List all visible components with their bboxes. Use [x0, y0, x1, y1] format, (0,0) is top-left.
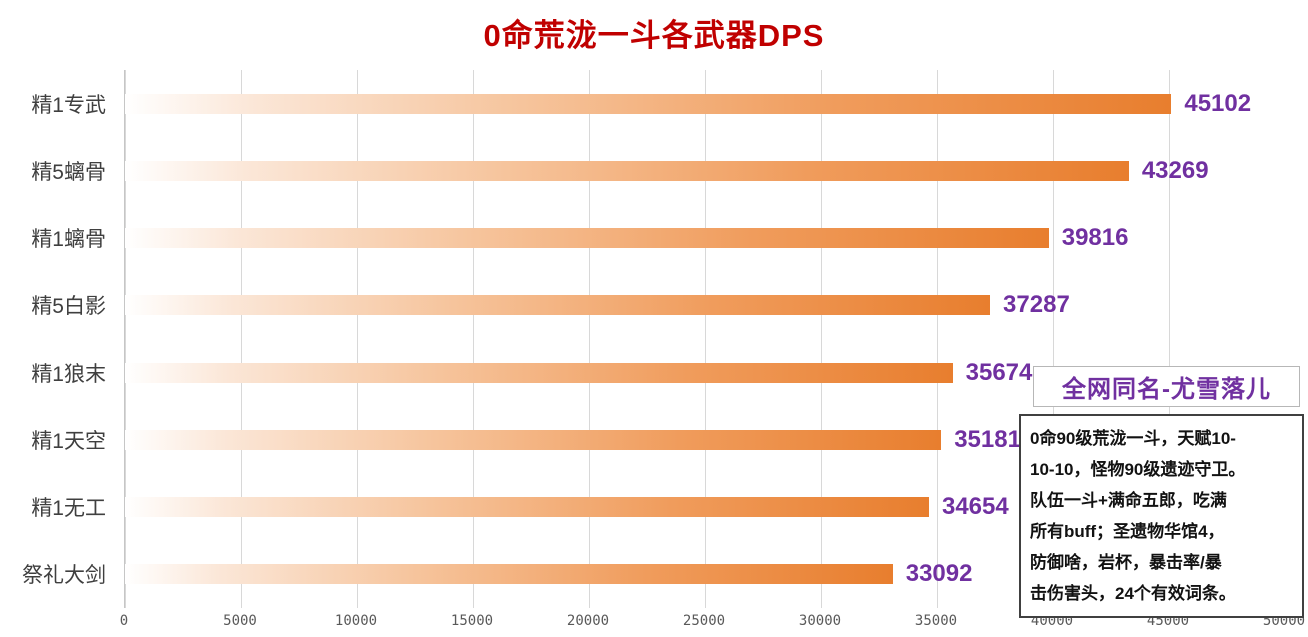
- category-label: 精1天空: [31, 429, 106, 453]
- category-label: 精1螭骨: [31, 228, 106, 252]
- category-label: 精5螭骨: [31, 160, 106, 184]
- x-tick-label: 15000: [450, 613, 494, 629]
- bar-row: 43269: [125, 137, 1285, 204]
- dps-bar: [125, 362, 953, 383]
- dps-bar: [125, 93, 1172, 114]
- value-label: 35674: [965, 358, 1033, 386]
- bar-row: 33092: [125, 541, 1285, 608]
- bar-row: 35181: [125, 406, 1285, 473]
- value-label: 37287: [1003, 291, 1070, 319]
- value-label: 34654: [941, 493, 1009, 521]
- x-tick-label: 20000: [566, 613, 610, 629]
- dps-bar: [125, 160, 1129, 181]
- dps-bar: [125, 497, 929, 518]
- x-tick-label: 35000: [914, 613, 958, 629]
- chart-title: 0命荒泷一斗各武器DPS: [483, 18, 825, 53]
- bar-row: 37287: [125, 272, 1285, 339]
- watermark-box: 全网同名-尤雪落儿: [1033, 366, 1300, 407]
- x-tick-label: 5000: [223, 613, 257, 629]
- x-tick-label: 10000: [334, 613, 378, 629]
- bar-row: 45102: [125, 70, 1285, 137]
- x-tick-label: 30000: [798, 613, 842, 629]
- category-label: 祭礼大剑: [22, 564, 106, 588]
- value-label: 35181: [954, 425, 1021, 453]
- watermark-text: 全网同名-尤雪落儿: [1062, 376, 1271, 403]
- category-label: 精1狼末: [31, 362, 106, 386]
- category-label: 精1无工: [31, 497, 106, 521]
- value-label: 33092: [905, 560, 973, 588]
- x-tick-label: 0: [119, 613, 129, 629]
- category-label: 精1专武: [31, 93, 106, 117]
- dps-bar: [125, 564, 893, 585]
- value-label: 45102: [1184, 89, 1252, 117]
- dps-bar: [125, 295, 991, 316]
- value-label: 39816: [1061, 224, 1129, 252]
- bar-row: 34654: [125, 474, 1285, 541]
- dps-bar: [125, 228, 1049, 249]
- notes-box: 0命90级荒泷一斗，天赋10- 10-10，怪物90级遗迹守卫。 队伍一斗+满命…: [1019, 414, 1304, 618]
- category-label: 精5白影: [31, 295, 106, 319]
- value-label: 43269: [1141, 156, 1209, 184]
- bar-row: 35674: [125, 339, 1285, 406]
- dps-bar: [125, 429, 942, 450]
- plot-area: 45102 43269 39816 37287 35674 35181 3465…: [124, 70, 1285, 608]
- y-axis-labels: 精1专武 精5螭骨 精1螭骨 精5白影 精1狼末 精1天空 精1无工 祭礼大剑: [0, 70, 114, 608]
- x-tick-label: 25000: [682, 613, 726, 629]
- bar-row: 39816: [125, 205, 1285, 272]
- x-axis: 0 5000 10000 15000 20000 25000 30000 350…: [120, 613, 1305, 635]
